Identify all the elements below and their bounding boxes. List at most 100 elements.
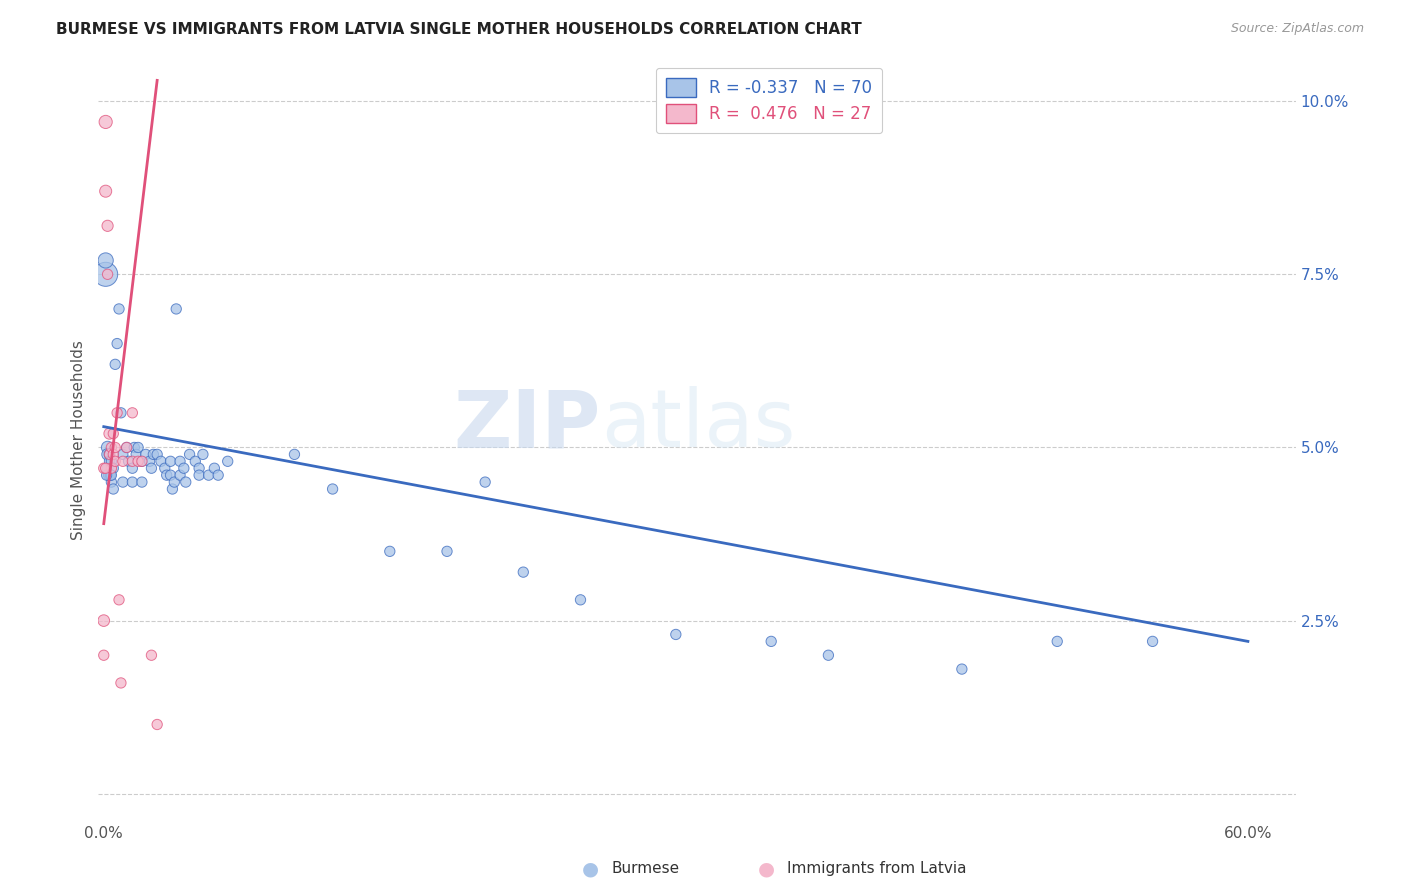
Point	[131, 475, 153, 489]
Point	[111, 447, 134, 461]
Point	[100, 461, 122, 475]
Point	[1046, 634, 1069, 648]
Point	[100, 468, 122, 483]
Point	[191, 447, 214, 461]
Point	[98, 468, 121, 483]
Point	[115, 441, 138, 455]
Point	[131, 454, 153, 468]
Point	[146, 447, 169, 461]
Point	[127, 454, 149, 468]
Point	[188, 468, 211, 483]
Point	[94, 184, 117, 198]
Point	[197, 468, 219, 483]
Point	[100, 441, 122, 455]
Point	[759, 634, 782, 648]
Point	[104, 357, 127, 371]
Point	[207, 468, 229, 483]
Point	[117, 454, 139, 468]
Point	[127, 441, 149, 455]
Legend: R = -0.337   N = 70, R =  0.476   N = 27: R = -0.337 N = 70, R = 0.476 N = 27	[655, 68, 882, 133]
Point	[105, 406, 128, 420]
Point	[950, 662, 973, 676]
Point	[103, 461, 125, 475]
Point	[149, 454, 172, 468]
Point	[153, 461, 176, 475]
Point	[436, 544, 458, 558]
Point	[665, 627, 688, 641]
Point	[97, 447, 120, 461]
Point	[103, 426, 125, 441]
Point	[97, 268, 120, 282]
Point	[97, 468, 120, 483]
Point	[1142, 634, 1164, 648]
Point	[202, 461, 225, 475]
Point	[111, 454, 134, 468]
Point	[94, 268, 117, 282]
Point	[98, 447, 121, 461]
Point	[121, 454, 143, 468]
Point	[141, 648, 163, 663]
Point	[135, 447, 157, 461]
Point	[146, 717, 169, 731]
Point	[179, 447, 201, 461]
Point	[188, 461, 211, 475]
Point	[322, 482, 344, 496]
Point	[98, 426, 121, 441]
Point	[97, 441, 120, 455]
Point	[162, 482, 184, 496]
Point	[169, 468, 191, 483]
Point	[217, 454, 239, 468]
Point	[283, 447, 305, 461]
Point	[103, 447, 125, 461]
Point	[159, 454, 181, 468]
Point	[138, 454, 160, 468]
Point	[165, 301, 187, 316]
Point	[121, 475, 143, 489]
Point	[184, 454, 207, 468]
Point	[111, 475, 134, 489]
Point	[131, 454, 153, 468]
Point	[169, 454, 191, 468]
Point	[104, 441, 127, 455]
Text: atlas: atlas	[600, 386, 796, 465]
Point	[93, 614, 115, 628]
Point	[103, 482, 125, 496]
Text: BURMESE VS IMMIGRANTS FROM LATVIA SINGLE MOTHER HOUSEHOLDS CORRELATION CHART: BURMESE VS IMMIGRANTS FROM LATVIA SINGLE…	[56, 22, 862, 37]
Point	[173, 461, 195, 475]
Point	[93, 461, 115, 475]
Point	[105, 336, 128, 351]
Point	[94, 461, 117, 475]
Point	[474, 475, 496, 489]
Point	[100, 475, 122, 489]
Point	[97, 219, 120, 233]
Point	[98, 454, 121, 468]
Point	[156, 468, 179, 483]
Text: ●: ●	[758, 859, 775, 879]
Text: ZIP: ZIP	[454, 386, 600, 465]
Point	[121, 461, 143, 475]
Point	[125, 447, 148, 461]
Point	[512, 565, 534, 579]
Point	[110, 676, 132, 690]
Text: ●: ●	[582, 859, 599, 879]
Point	[98, 447, 121, 461]
Point	[174, 475, 197, 489]
Point	[94, 115, 117, 129]
Point	[121, 406, 143, 420]
Text: Immigrants from Latvia: Immigrants from Latvia	[787, 862, 967, 876]
Point	[100, 468, 122, 483]
Point	[378, 544, 401, 558]
Point	[110, 406, 132, 420]
Point	[569, 592, 592, 607]
Point	[142, 447, 165, 461]
Point	[163, 475, 186, 489]
Point	[159, 468, 181, 483]
Point	[94, 253, 117, 268]
Point	[108, 301, 131, 316]
Point	[108, 592, 131, 607]
Point	[97, 461, 120, 475]
Point	[96, 468, 118, 483]
Text: Source: ZipAtlas.com: Source: ZipAtlas.com	[1230, 22, 1364, 36]
Y-axis label: Single Mother Households: Single Mother Households	[72, 341, 86, 541]
Point	[124, 441, 146, 455]
